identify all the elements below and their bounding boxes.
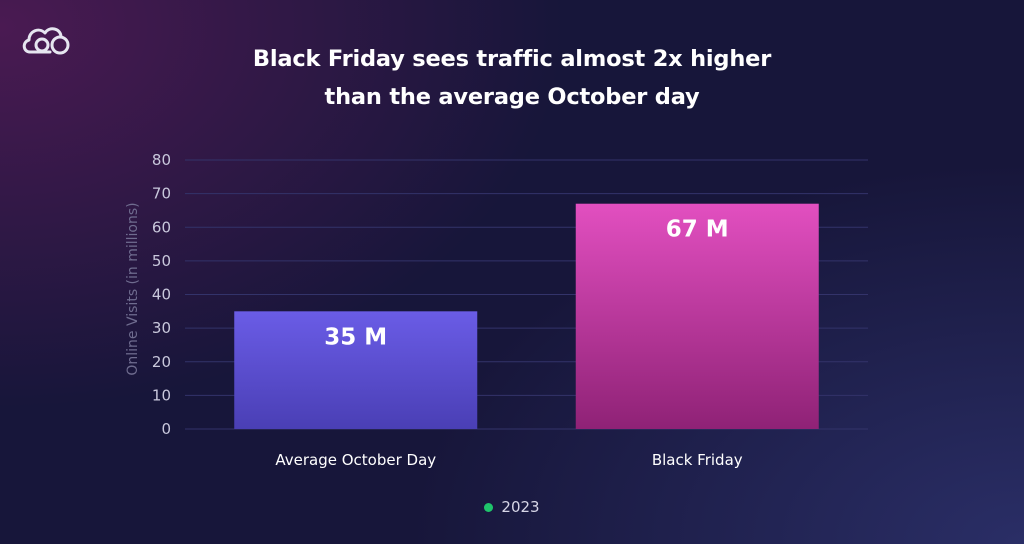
y-tick-label: 40 xyxy=(152,286,171,304)
y-tick-label: 50 xyxy=(152,252,171,270)
y-tick-label: 10 xyxy=(152,386,171,404)
legend-marker xyxy=(484,502,494,512)
chart-title-line-2: than the average October day xyxy=(324,84,700,110)
y-tick-label: 0 xyxy=(161,420,171,438)
y-tick-label: 80 xyxy=(152,151,171,169)
bar-value-label: 35 M xyxy=(324,324,387,350)
legend-label: 2023 xyxy=(501,498,540,516)
y-tick-label: 30 xyxy=(152,319,171,337)
y-tick-label: 20 xyxy=(152,353,171,371)
x-category-label: Average October Day xyxy=(275,451,436,469)
y-axis-label: Online Visits (in millions) xyxy=(125,202,141,375)
y-tick-label: 60 xyxy=(152,218,171,236)
bar-0 xyxy=(234,311,478,429)
x-category-label: Black Friday xyxy=(652,451,743,469)
legend: 2023 xyxy=(0,498,1024,516)
bar-value-label: 67 M xyxy=(666,217,729,243)
bar-1 xyxy=(575,203,819,429)
cloud-logo-icon xyxy=(22,27,70,55)
y-tick-label: 70 xyxy=(152,185,171,203)
chart-title-line-1: Black Friday sees traffic almost 2x high… xyxy=(252,46,772,72)
